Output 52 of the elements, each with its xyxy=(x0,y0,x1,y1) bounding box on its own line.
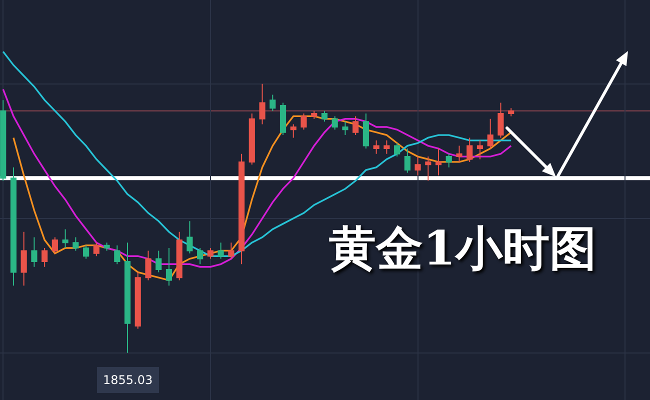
candlestick xyxy=(332,116,338,130)
candlestick xyxy=(83,244,90,260)
candlestick xyxy=(404,148,410,174)
candlestick xyxy=(238,153,245,265)
candlestick xyxy=(362,113,369,149)
candlestick xyxy=(218,242,224,260)
candlestick xyxy=(166,248,172,286)
candlestick xyxy=(384,140,390,154)
candlestick xyxy=(10,166,17,286)
candlestick xyxy=(311,110,318,120)
candlestick xyxy=(134,272,141,330)
candlestick xyxy=(207,248,214,260)
candlestick xyxy=(300,113,307,130)
candlestick xyxy=(93,242,100,257)
candlestick xyxy=(114,244,120,265)
candlestick xyxy=(425,156,432,182)
candlestick xyxy=(498,102,504,138)
candlestick xyxy=(228,242,234,260)
candlestick xyxy=(31,236,38,268)
candlestick xyxy=(280,102,286,136)
candlestick xyxy=(124,242,131,354)
candlestick xyxy=(290,124,296,138)
candlestick xyxy=(466,137,473,162)
candlestick xyxy=(72,236,79,252)
candlestick xyxy=(270,94,276,112)
candlestick xyxy=(176,231,182,281)
candlestick xyxy=(145,250,152,281)
candlestick xyxy=(186,220,193,254)
candlestick xyxy=(373,140,380,154)
candlestick xyxy=(259,83,266,125)
candlestick xyxy=(456,145,462,162)
candlestick xyxy=(446,153,452,168)
annotation: 1855.03 xyxy=(103,373,153,387)
candlestick xyxy=(104,242,110,252)
candlestick xyxy=(476,140,484,160)
candlestick xyxy=(20,231,27,286)
candlestick xyxy=(62,228,68,249)
candlestick xyxy=(508,108,514,117)
candlestick xyxy=(52,236,58,254)
candlestick xyxy=(42,248,48,268)
candlestick xyxy=(248,113,255,166)
candlestick xyxy=(321,110,328,122)
text: 黄金1小时图 xyxy=(328,221,597,276)
candlestick xyxy=(394,142,400,158)
candlestick xyxy=(487,118,494,149)
candlestick xyxy=(352,116,359,136)
candlestick xyxy=(342,121,348,136)
candlestick xyxy=(156,250,162,273)
candlestick xyxy=(414,156,421,176)
candlestick xyxy=(197,248,204,265)
candlestick xyxy=(435,148,442,176)
candlestick xyxy=(0,100,6,182)
